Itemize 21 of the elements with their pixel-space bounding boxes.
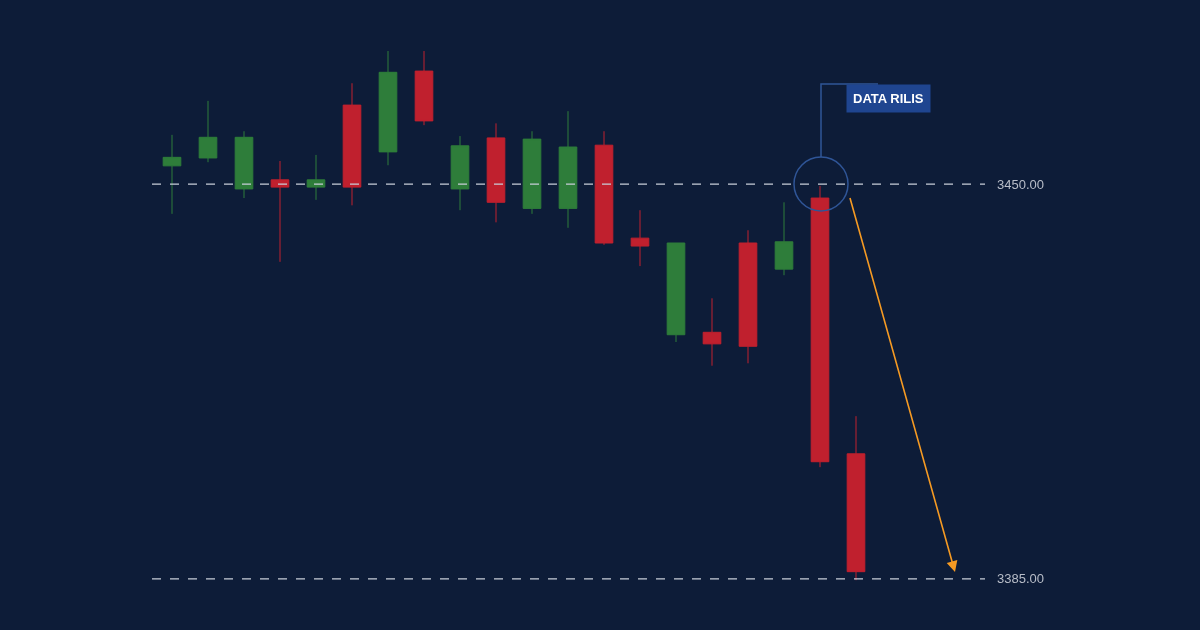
ref-line-label: 3385.00 [997,571,1044,586]
candlestick [810,185,830,468]
candlestick [702,297,722,367]
candlestick [630,209,650,267]
candlestick [198,100,218,163]
candlestick [738,229,758,364]
candlestick [162,134,182,215]
candlestick [846,415,866,581]
ref-line-label: 3450.00 [997,177,1044,192]
annotation: DATA RILIS [853,91,924,106]
candlestick [414,50,434,126]
candlestick [594,130,614,246]
candlestick [522,130,542,215]
candlestick [378,50,398,166]
candlestick [450,135,470,211]
candlestick [666,242,686,343]
candlestick [558,110,578,229]
candlestick [774,201,794,276]
candlestick [342,82,362,206]
candlestick [234,130,254,199]
candlestick [486,122,506,223]
